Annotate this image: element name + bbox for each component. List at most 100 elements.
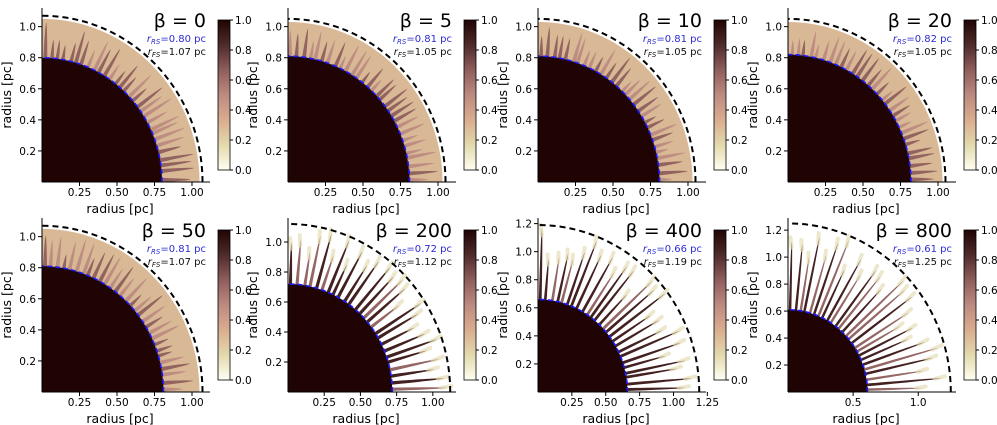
finger-tip: [342, 257, 350, 272]
colorbar: [463, 229, 477, 381]
rt-finger: [288, 242, 293, 289]
colorbar-tick-label: 0.2: [731, 345, 748, 357]
rt-finger: [905, 162, 933, 169]
rt-finger: [142, 111, 168, 127]
rt-finger: [371, 303, 421, 338]
rt-finger: [902, 147, 933, 157]
rt-finger: [858, 342, 925, 368]
rt-finger: [863, 378, 942, 387]
forward-shock-line: [287, 223, 452, 393]
y-tick-label: 0.2: [265, 357, 282, 369]
finger-tip: [417, 328, 431, 339]
rt-finger: [323, 39, 336, 69]
rt-finger: [628, 86, 656, 110]
rt-finger: [884, 96, 910, 115]
panel-title: β = 200: [376, 220, 452, 242]
rt-finger: [570, 32, 583, 67]
finger-tip: [396, 273, 408, 287]
rt-finger: [652, 152, 686, 162]
forward-shock-line: [537, 17, 697, 183]
rt-finger: [344, 261, 379, 310]
forward-shock-radius: rFS=1.25 pc: [894, 257, 952, 269]
finger-tip: [669, 364, 684, 372]
rt-finger: [380, 88, 408, 111]
colorbar-tick-label: 0.0: [981, 375, 997, 387]
rt-finger: [848, 49, 868, 79]
y-tick-label: 1.0: [765, 22, 782, 34]
colorbar-tick-label: 0.6: [981, 75, 997, 87]
rt-finger: [538, 228, 543, 304]
finger-tip: [621, 288, 631, 301]
y-tick-label: 0.2: [19, 146, 36, 158]
finger-tip: [900, 334, 913, 344]
colorbar-tick-label: 0.8: [731, 255, 748, 267]
rt-finger: [622, 378, 692, 386]
panel-beta-10: 0.25 0.50 0.75 1.00 0.2 0.4 0.6 0.8 1.0 radius [p…: [495, 8, 748, 216]
rt-finger: [49, 39, 54, 63]
rt-finger: [100, 256, 121, 290]
colorbar-tick-label: 0.6: [481, 285, 498, 297]
panel-title: β = 0: [154, 10, 206, 32]
panel-title: β = 10: [638, 10, 702, 32]
colorbar-tick-label: 0.8: [981, 255, 997, 267]
finger-tip: [621, 260, 631, 274]
colorbar-tick-label: 0.0: [235, 165, 252, 177]
x-axis-label: radius [pc]: [86, 201, 153, 216]
rt-finger: [642, 119, 665, 132]
x-tick-label: 0.75: [889, 187, 912, 199]
rt-finger: [832, 270, 877, 331]
rt-finger: [544, 26, 550, 62]
forward-shock-line: [537, 224, 701, 393]
finger-tip: [387, 270, 398, 284]
rt-finger: [555, 253, 569, 307]
colorbar-tick-label: 0.8: [731, 45, 748, 57]
y-tick-label: 0.2: [515, 146, 532, 158]
rt-finger: [653, 161, 684, 168]
forward-shock-line: [41, 14, 204, 183]
finger-tip: [652, 314, 664, 326]
rt-finger: [293, 33, 299, 62]
rt-finger: [307, 235, 321, 292]
x-axis-label: radius [pc]: [86, 411, 153, 425]
y-tick-label: 0.2: [765, 360, 782, 372]
rt-finger: [94, 49, 111, 78]
rt-finger: [863, 387, 922, 392]
colorbar-tick-label: 0.0: [731, 375, 748, 387]
finger-tip: [897, 274, 908, 287]
x-axis-label: radius [pc]: [832, 411, 899, 425]
y-tick-label: 0.2: [765, 146, 782, 158]
colorbar: [217, 229, 231, 381]
rt-finger: [355, 276, 394, 319]
y-tick-label: 0.8: [765, 279, 782, 291]
ejecta-core: [288, 284, 393, 392]
rt-finger: [110, 266, 134, 297]
y-tick-label: 1.0: [265, 22, 282, 34]
rt-finger: [151, 137, 185, 150]
x-tick-label: 1.25: [696, 397, 719, 409]
finger-tip: [924, 353, 939, 362]
finger-tip: [327, 227, 334, 243]
reverse-shock-radius: rRS=0.72 pc: [393, 244, 452, 256]
rt-finger: [607, 57, 631, 88]
rt-finger: [538, 35, 544, 61]
rt-finger: [386, 101, 414, 121]
finger-tip: [788, 235, 794, 250]
rt-finger: [904, 153, 936, 162]
finger-tip: [671, 325, 685, 336]
y-tick-label: 0.6: [765, 84, 782, 96]
colorbar-tick-label: 1.0: [481, 225, 498, 237]
x-axis-label: radius [pc]: [582, 411, 649, 425]
finger-tip: [673, 337, 687, 347]
colorbar-tick-label: 0.0: [731, 165, 748, 177]
x-tick-label: 0.75: [385, 397, 408, 409]
finger-tip: [822, 248, 829, 263]
panel-beta-800: 0.5 1.0 0.2 0.4 0.6 0.8 1.0 1.2 radius [pc] radiu…: [745, 218, 997, 425]
rt-finger: [340, 265, 367, 307]
finger-tip: [429, 334, 443, 344]
rt-finger: [543, 258, 549, 305]
x-tick-label: 1.0: [910, 397, 927, 409]
y-tick-label: 0.8: [515, 53, 532, 65]
rt-finger: [556, 35, 564, 64]
y-axis-label: radius [pc]: [245, 271, 260, 338]
